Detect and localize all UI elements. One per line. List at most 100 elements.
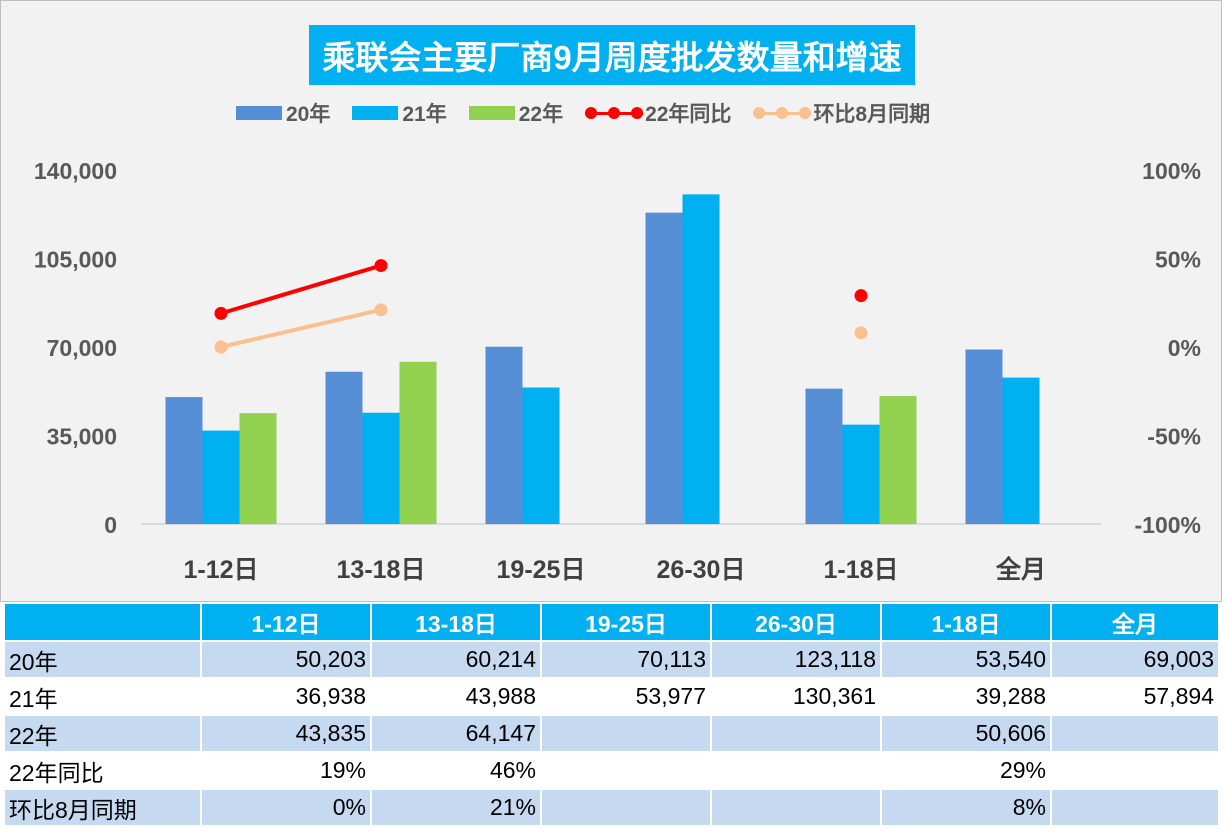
table-cell: 8% <box>881 789 1052 827</box>
table-cell: 43,835 <box>201 715 372 753</box>
table-cell: 43,988 <box>371 678 542 716</box>
table-cell <box>711 715 882 753</box>
table-cell: 50,203 <box>201 641 372 679</box>
table-header-row: 1-12日 13-18日 19-25日 26-30日 1-18日 全月 <box>5 604 1220 642</box>
bar-21年 <box>522 387 560 524</box>
x-tick-label: 1-18日 <box>823 556 898 584</box>
table-cell: 130,361 <box>711 678 882 716</box>
x-tick-label: 26-30日 <box>657 556 746 584</box>
bar-20年 <box>485 346 523 524</box>
bar-20年 <box>645 212 683 524</box>
x-tick-label: 全月 <box>995 555 1046 584</box>
point-环比8月同期 <box>854 326 868 340</box>
table-cell: 53,977 <box>541 678 712 716</box>
point-22年同比 <box>374 259 388 273</box>
table-header-cell: 全月 <box>1051 604 1220 642</box>
table-header-cell: 19-25日 <box>541 604 712 642</box>
bar-21年 <box>842 424 880 524</box>
table-header-cell: 26-30日 <box>711 604 882 642</box>
bar-20年 <box>325 371 363 524</box>
line-segment-22年同比 <box>220 263 382 316</box>
y-right-tick-label: 100% <box>1142 158 1201 184</box>
legend-swatch-21 <box>352 106 399 120</box>
table-row: 21年 36,938 43,988 53,977 130,361 39,288 … <box>5 678 1220 716</box>
table-cell: 21% <box>371 789 542 827</box>
table-cell: 46% <box>371 752 542 790</box>
table-header-cell: 1-12日 <box>201 604 372 642</box>
bar-20年 <box>165 397 203 524</box>
y-left-tick-label: 0 <box>104 512 117 538</box>
legend-label-mom: 环比8月同期 <box>813 103 931 126</box>
data-table: 1-12日 13-18日 19-25日 26-30日 1-18日 全月 20年 … <box>5 604 1220 827</box>
legend: 20年 21年 22年 22年同比 环比8月 <box>236 98 952 128</box>
table-header-cell: 13-18日 <box>371 604 542 642</box>
table-header-corner <box>5 604 202 642</box>
x-tick-label: 19-25日 <box>497 556 586 584</box>
table-cell <box>711 789 882 827</box>
legend-label-21: 21年 <box>402 103 447 126</box>
table-cell <box>541 715 712 753</box>
table-cell: 29% <box>881 752 1052 790</box>
y-left-tick-label: 70,000 <box>47 335 117 361</box>
table-cell: 53,540 <box>881 641 1052 679</box>
bar-22年 <box>879 396 917 524</box>
table-cell <box>541 752 712 790</box>
table-header-cell: 1-18日 <box>881 604 1052 642</box>
legend-line-mom <box>753 106 812 120</box>
table-cell: 60,214 <box>371 641 542 679</box>
table-cell <box>541 789 712 827</box>
legend-item-21: 21年 <box>352 98 447 128</box>
table-row: 环比8月同期 0% 21% 8% <box>5 789 1220 827</box>
table-cell: 19% <box>201 752 372 790</box>
table-cell <box>1051 715 1220 753</box>
table-cell: 70,113 <box>541 641 712 679</box>
y-right-tick-label: -100% <box>1135 512 1201 538</box>
point-环比8月同期 <box>374 303 388 317</box>
table-cell: 39,288 <box>881 678 1052 716</box>
table-cell: 69,003 <box>1051 641 1220 679</box>
legend-swatch-22 <box>468 106 515 120</box>
table-row-label: 环比8月同期 <box>5 789 202 827</box>
chart-frame: 0 35,000 70,000 105,000 140,000 -100% -50% 0% 50… <box>0 0 1222 602</box>
chart-title: 乘联会主要厂商9月周度批发数量和增速 <box>309 25 915 85</box>
bar-22年 <box>399 361 437 524</box>
bar-22年 <box>239 413 277 524</box>
y-left-tick-label: 35,000 <box>47 424 117 450</box>
legend-item-22: 22年 <box>468 98 564 128</box>
y-left-tick-label: 105,000 <box>34 247 117 273</box>
legend-label-yoy: 22年同比 <box>645 103 732 126</box>
legend-item-mom: 环比8月同期 <box>753 98 930 128</box>
table-cell <box>1051 752 1220 790</box>
table-row-label: 21年 <box>5 678 202 716</box>
point-22年同比 <box>214 306 228 320</box>
legend-item-20: 20年 <box>236 98 330 128</box>
table-row: 22年同比 19% 46% 29% <box>5 752 1220 790</box>
table-row: 20年 50,203 60,214 70,113 123,118 53,540 … <box>5 641 1220 679</box>
table-row-label: 22年同比 <box>5 752 202 790</box>
point-22年同比 <box>854 289 868 303</box>
table-cell: 57,894 <box>1051 678 1220 716</box>
x-tick-label: 1-12日 <box>183 556 258 584</box>
y-right-tick-label: 0% <box>1168 335 1201 361</box>
table-cell <box>711 752 882 790</box>
bar-21年 <box>202 430 240 524</box>
legend-line-yoy <box>585 106 644 120</box>
line-segment-环比8月同期 <box>220 307 382 349</box>
table-cell: 64,147 <box>371 715 542 753</box>
bar-21年 <box>1002 377 1040 524</box>
chart-canvas: 0 35,000 70,000 105,000 140,000 -100% -50% 0% 50… <box>34 158 1201 584</box>
y-right-tick-label: 50% <box>1155 247 1201 273</box>
bar-21年 <box>362 412 400 524</box>
legend-label-22: 22年 <box>518 103 564 126</box>
point-环比8月同期 <box>214 340 228 354</box>
table-cell: 0% <box>201 789 372 827</box>
table-row: 22年 43,835 64,147 50,606 <box>5 715 1220 753</box>
table-row-label: 20年 <box>5 641 202 679</box>
legend-swatch-20 <box>236 106 282 120</box>
legend-label-20: 20年 <box>286 103 331 126</box>
y-right-tick-label: -50% <box>1147 424 1201 450</box>
table-row-label: 22年 <box>5 715 202 753</box>
table-cell: 50,606 <box>881 715 1052 753</box>
table-cell: 123,118 <box>711 641 882 679</box>
bar-21年 <box>682 194 720 524</box>
